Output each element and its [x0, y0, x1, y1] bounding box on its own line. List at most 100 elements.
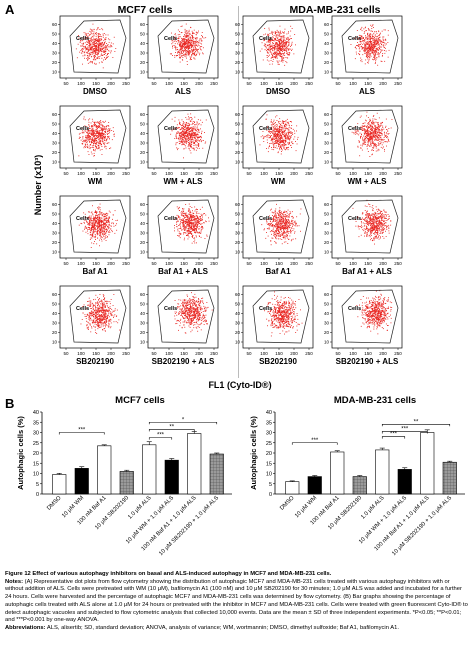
x-tick-label: 150 — [92, 81, 100, 86]
y-tick-label: 5 — [269, 482, 272, 488]
y-tick-label: 20 — [33, 451, 39, 457]
chart-title: MCF7 cells — [115, 395, 165, 406]
gate-label: Cells — [348, 306, 361, 312]
y-tick-label: 10 — [324, 160, 330, 165]
bar — [188, 434, 202, 494]
y-tick-label: 30 — [140, 141, 146, 146]
y-tick-label: 60 — [52, 22, 58, 27]
y-tick-label: 40 — [235, 311, 241, 316]
significance-label: *** — [157, 433, 165, 439]
y-tick-label: 10 — [140, 250, 146, 255]
gate-label: Cells — [259, 126, 272, 132]
y-tick-label: 50 — [52, 32, 58, 37]
flow-plot-label: Baf A1 + ALS — [322, 267, 412, 276]
flow-plot: Cells 50 100 150 200 250 10 20 30 40 50 60 — [134, 194, 222, 276]
y-tick-label: 40 — [235, 41, 241, 46]
flow-plot-label: ALS — [322, 87, 412, 96]
x-tick-label: 150 — [180, 351, 188, 356]
y-tick-label: 10 — [52, 70, 58, 75]
x-tick-label: 250 — [305, 81, 313, 86]
flow-plot-label: WM + ALS — [322, 177, 412, 186]
y-tick-label: 5 — [36, 482, 39, 488]
flow-plot: Cells 50 100 150 200 250 10 20 30 40 50 60 — [229, 14, 317, 96]
x-tick-label: 100 — [165, 261, 173, 266]
x-tick-label: 250 — [394, 171, 402, 176]
x-tick-label: 200 — [379, 81, 387, 86]
flow-plot: Cells 50 100 150 200 250 10 20 30 40 50 60 — [229, 284, 317, 366]
x-tick-label: 150 — [180, 81, 188, 86]
x-tick-label: 200 — [379, 171, 387, 176]
x-tick-label: 150 — [275, 351, 283, 356]
significance-label: ** — [414, 419, 419, 425]
y-tick-label: 30 — [235, 321, 241, 326]
gate-label: Cells — [259, 216, 272, 222]
y-tick-label: 40 — [324, 311, 330, 316]
x-tick-label: 150 — [275, 261, 283, 266]
flow-plot-label: Baf A1 — [233, 267, 323, 276]
y-tick-label: 10 — [140, 340, 146, 345]
x-tick-label: 250 — [394, 351, 402, 356]
y-tick-label: 40 — [140, 131, 146, 136]
x-category-label: DMSO — [46, 495, 63, 512]
y-tick-label: 20 — [52, 150, 58, 155]
y-tick-label: 60 — [235, 202, 241, 207]
y-tick-label: 20 — [52, 330, 58, 335]
y-tick-label: 20 — [140, 240, 146, 245]
bar — [75, 468, 89, 494]
y-tick-label: 25 — [266, 441, 272, 447]
x-tick-label: 200 — [290, 351, 298, 356]
bar-chart-0: MCF7 cellsAutophagic cells (%)0510152025… — [16, 395, 232, 557]
x-tick-label: 50 — [151, 261, 157, 266]
bar — [143, 445, 157, 494]
flow-plot: Cells 50 100 150 200 250 10 20 30 40 50 60 — [318, 104, 406, 186]
x-tick-label: 100 — [260, 261, 268, 266]
x-tick-label: 100 — [349, 261, 357, 266]
y-tick-label: 10 — [324, 250, 330, 255]
x-tick-label: 50 — [151, 351, 157, 356]
x-tick-label: 100 — [349, 351, 357, 356]
x-tick-label: 50 — [151, 171, 157, 176]
y-tick-label: 30 — [52, 231, 58, 236]
x-tick-label: 250 — [394, 261, 402, 266]
y-tick-label: 20 — [140, 60, 146, 65]
y-tick-label: 50 — [324, 122, 330, 127]
y-tick-label: 10 — [235, 340, 241, 345]
x-tick-label: 100 — [77, 171, 85, 176]
y-tick-label: 40 — [140, 311, 146, 316]
y-tick-label: 40 — [33, 410, 39, 416]
flow-plot: Cells 50 100 150 200 250 10 20 30 40 50 60 — [46, 104, 134, 186]
y-tick-label: 30 — [140, 231, 146, 236]
gate-label: Cells — [76, 306, 89, 312]
y-tick-label: 50 — [140, 122, 146, 127]
flow-plot: Cells 50 100 150 200 250 10 20 30 40 50 60 — [134, 14, 222, 96]
bar — [331, 452, 345, 494]
y-tick-label: 50 — [324, 302, 330, 307]
x-tick-label: 100 — [77, 261, 85, 266]
caption-notes: Notes: (A) Representative dot plots from… — [5, 579, 469, 625]
y-tick-label: 40 — [52, 221, 58, 226]
y-tick-label: 40 — [52, 131, 58, 136]
x-tick-label: 200 — [379, 261, 387, 266]
y-tick-label: 50 — [324, 212, 330, 217]
y-tick-label: 0 — [269, 492, 272, 498]
x-tick-label: 250 — [305, 351, 313, 356]
y-tick-label: 10 — [140, 70, 146, 75]
y-tick-label: 50 — [52, 212, 58, 217]
y-tick-label: 20 — [140, 150, 146, 155]
flow-plot: Cells 50 100 150 200 250 10 20 30 40 50 60 — [318, 284, 406, 366]
y-tick-label: 10 — [235, 160, 241, 165]
y-axis-title: Autophagic cells (%) — [16, 416, 25, 490]
gate-label: Cells — [348, 36, 361, 42]
x-tick-label: 100 — [165, 81, 173, 86]
bar — [53, 475, 67, 494]
y-tick-label: 30 — [235, 231, 241, 236]
x-tick-label: 50 — [246, 81, 252, 86]
y-tick-label: 50 — [235, 122, 241, 127]
y-tick-label: 30 — [52, 51, 58, 56]
significance-label: *** — [390, 432, 398, 438]
x-tick-label: 100 — [165, 351, 173, 356]
y-tick-label: 60 — [324, 112, 330, 117]
y-tick-label: 30 — [33, 431, 39, 437]
y-tick-label: 60 — [324, 22, 330, 27]
x-tick-label: 100 — [77, 351, 85, 356]
